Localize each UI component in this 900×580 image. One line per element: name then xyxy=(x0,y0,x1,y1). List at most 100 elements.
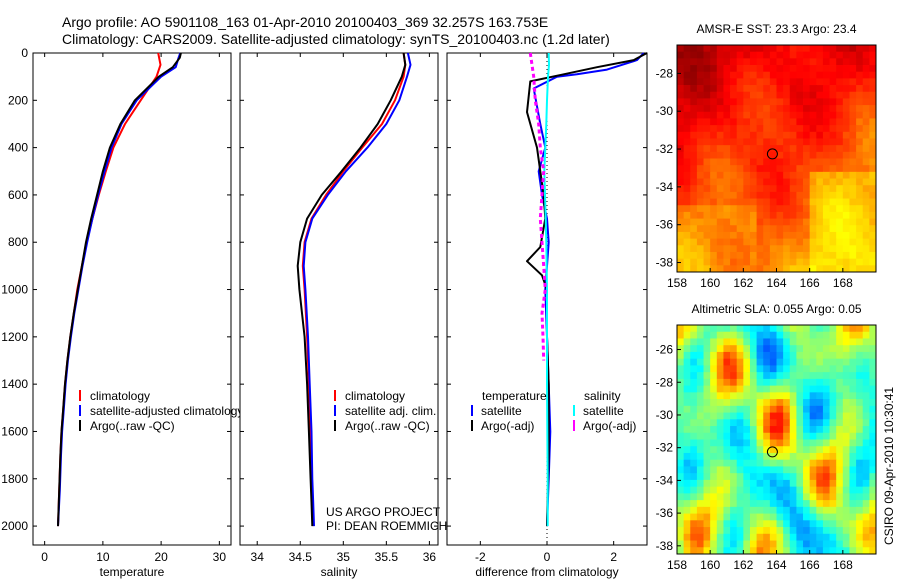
heatmap-cell xyxy=(723,58,731,66)
heatmap-cell xyxy=(862,493,870,501)
heatmap-cell xyxy=(816,520,824,528)
heatmap-cell xyxy=(809,51,817,59)
heatmap-cell xyxy=(730,65,738,73)
heatmap-cell xyxy=(869,331,877,339)
heatmap-cell xyxy=(856,145,864,153)
heatmap-cell xyxy=(683,385,691,393)
heatmap-cell xyxy=(743,500,751,508)
heatmap-cell xyxy=(716,225,724,233)
heatmap-cell xyxy=(677,105,685,113)
heatmap-cell xyxy=(789,185,797,193)
heatmap-cell xyxy=(836,91,844,99)
heatmap-cell xyxy=(849,399,857,407)
heatmap-cell xyxy=(743,338,751,346)
heatmap-cell xyxy=(822,365,830,373)
heatmap-cell xyxy=(696,71,704,79)
heatmap-cell xyxy=(862,45,870,53)
heatmap-cell xyxy=(690,45,698,53)
heatmap-cell xyxy=(776,71,784,79)
heatmap-cell xyxy=(723,513,731,521)
heatmap-cell xyxy=(677,500,685,508)
heatmap-cell xyxy=(816,331,824,339)
heatmap-cell xyxy=(749,178,757,186)
heatmap-cell xyxy=(743,138,751,146)
heatmap-cell xyxy=(829,486,837,494)
heatmap-cell xyxy=(743,191,751,199)
heatmap-cell xyxy=(743,205,751,213)
heatmap-cell xyxy=(856,85,864,93)
heatmap-cell xyxy=(796,547,804,555)
heatmap-cell xyxy=(842,426,850,434)
heatmap-cell xyxy=(756,399,764,407)
heatmap-cell xyxy=(723,185,731,193)
heatmap-cell xyxy=(743,185,751,193)
heatmap-cell xyxy=(803,351,811,360)
heatmap-cell xyxy=(849,325,857,333)
heatmap-cell xyxy=(796,351,804,360)
heatmap-cell xyxy=(703,506,711,514)
heatmap-cell xyxy=(703,105,711,113)
heatmap-cell xyxy=(677,405,685,413)
heatmap-cell xyxy=(809,466,817,474)
heatmap-cell xyxy=(763,378,771,387)
heatmap-cell xyxy=(856,58,864,66)
heatmap-cell xyxy=(763,345,771,353)
heatmap-cell xyxy=(716,419,724,427)
heatmap-cell xyxy=(703,365,711,373)
heatmap-cell xyxy=(703,426,711,434)
heatmap-cell xyxy=(683,98,691,106)
heatmap-cell xyxy=(856,51,864,59)
heatmap-cell xyxy=(803,85,811,93)
heatmap-cell xyxy=(677,151,685,159)
heatmap-cell xyxy=(749,372,757,380)
heatmap-cell xyxy=(683,506,691,514)
heatmap-cell xyxy=(677,198,685,206)
heatmap-cell xyxy=(856,527,864,535)
heatmap-cell xyxy=(677,372,685,380)
heatmap-cell xyxy=(796,265,804,273)
heatmap-cell xyxy=(769,131,777,139)
heatmap-cell xyxy=(736,131,744,139)
heatmap-cell xyxy=(743,412,751,420)
heatmap-cell xyxy=(836,351,844,360)
heatmap-cell xyxy=(829,198,837,206)
heatmap-cell xyxy=(822,211,830,219)
heatmap-cell xyxy=(763,265,771,273)
heatmap-cell xyxy=(769,527,777,535)
heatmap-cell xyxy=(783,45,791,53)
heatmap-cell xyxy=(862,358,870,366)
heatmap-cell xyxy=(803,399,811,407)
heatmap-cell xyxy=(683,51,691,59)
heatmap-cell xyxy=(769,459,777,467)
heatmap-cell xyxy=(736,178,744,186)
heatmap-cell xyxy=(710,533,718,541)
heatmap-cell xyxy=(856,385,864,393)
heatmap-cell xyxy=(796,65,804,73)
heatmap-cell xyxy=(816,527,824,535)
heatmap-cell xyxy=(829,473,837,481)
heatmap-cell xyxy=(829,432,837,440)
heatmap-cell xyxy=(776,325,784,333)
heatmap-cell xyxy=(703,251,711,260)
heatmap-cell xyxy=(849,205,857,213)
heatmap-cell xyxy=(816,547,824,555)
heatmap-cell xyxy=(816,372,824,380)
heatmap-cell xyxy=(783,211,791,219)
heatmap-cell xyxy=(803,45,811,53)
heatmap-cell xyxy=(703,205,711,213)
heatmap-cell xyxy=(796,151,804,159)
heatmap-cell xyxy=(730,125,738,133)
heatmap-cell xyxy=(809,419,817,427)
heatmap-cell xyxy=(769,392,777,400)
heatmap-cell xyxy=(842,58,850,66)
heatmap-cell xyxy=(842,527,850,535)
heatmap-cell xyxy=(769,71,777,79)
heatmap-cell xyxy=(776,165,784,173)
heatmap-cell xyxy=(842,392,850,400)
heatmap-cell xyxy=(816,145,824,153)
heatmap-cell xyxy=(783,547,791,555)
heatmap-cell xyxy=(736,372,744,380)
heatmap-cell xyxy=(683,158,691,166)
heatmap-cell xyxy=(776,238,784,246)
legend-label: climatology xyxy=(345,389,405,403)
